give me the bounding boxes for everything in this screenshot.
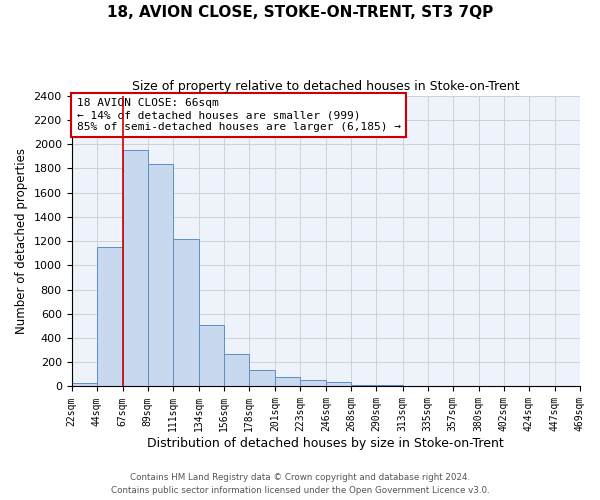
X-axis label: Distribution of detached houses by size in Stoke-on-Trent: Distribution of detached houses by size … [148, 437, 504, 450]
Bar [148, 164, 173, 386]
Bar [326, 382, 352, 386]
Y-axis label: Number of detached properties: Number of detached properties [15, 148, 28, 334]
Bar [224, 354, 249, 386]
Bar [275, 378, 300, 386]
Bar [249, 370, 275, 386]
Bar [123, 150, 148, 386]
Bar [71, 383, 97, 386]
Text: 18, AVION CLOSE, STOKE-ON-TRENT, ST3 7QP: 18, AVION CLOSE, STOKE-ON-TRENT, ST3 7QP [107, 5, 493, 20]
Bar [300, 380, 326, 386]
Title: Size of property relative to detached houses in Stoke-on-Trent: Size of property relative to detached ho… [132, 80, 520, 93]
Bar [199, 324, 224, 386]
Bar [173, 238, 199, 386]
Text: 18 AVION CLOSE: 66sqm
← 14% of detached houses are smaller (999)
85% of semi-det: 18 AVION CLOSE: 66sqm ← 14% of detached … [77, 98, 401, 132]
Bar [97, 247, 123, 386]
Text: Contains HM Land Registry data © Crown copyright and database right 2024.
Contai: Contains HM Land Registry data © Crown c… [110, 474, 490, 495]
